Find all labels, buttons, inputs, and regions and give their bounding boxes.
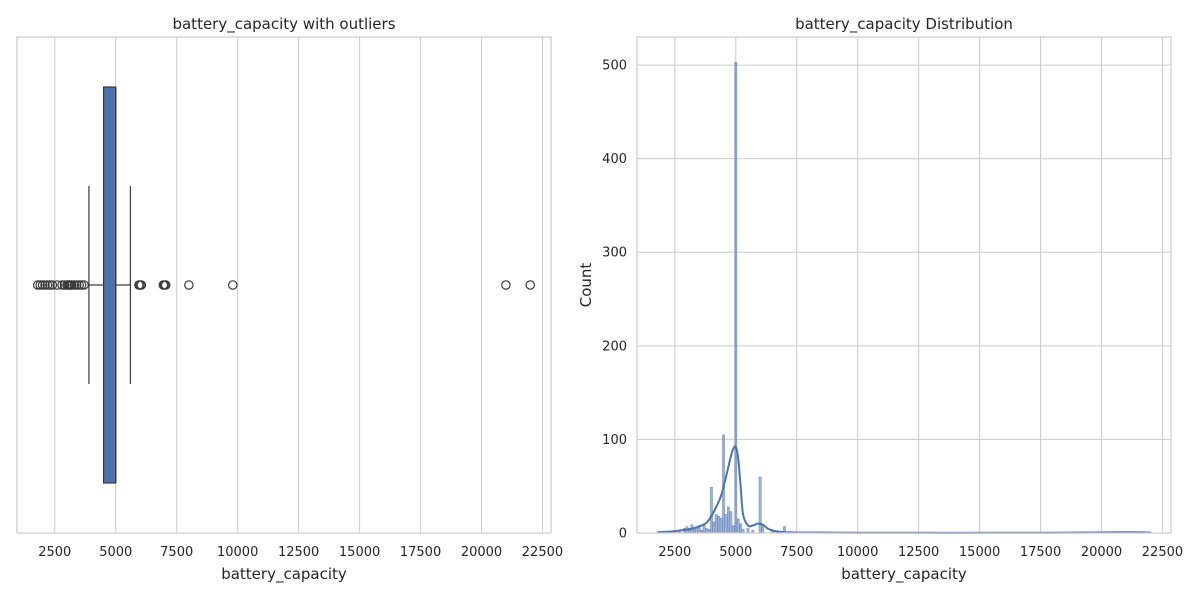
boxplot-panel: 2500 5000 7500 10000 12500 15000 17500 20000 225… xyxy=(16,15,563,584)
histogram-x-tick-label: 22500 xyxy=(1142,545,1183,560)
histogram-x-tick-label: 12500 xyxy=(898,545,939,560)
histogram-bars xyxy=(656,62,1152,534)
boxplot-marks xyxy=(32,86,536,484)
histogram-bar xyxy=(746,528,750,534)
histogram-y-tick-label: 300 xyxy=(602,246,627,261)
histogram-bar xyxy=(736,518,740,534)
histogram-x-tick-label: 17500 xyxy=(1020,545,1061,560)
histogram-bar xyxy=(739,523,743,534)
outlier-point xyxy=(42,280,53,290)
histogram-bar xyxy=(724,514,728,534)
histogram-bar xyxy=(734,62,738,534)
boxplot-x-tick-label: 20000 xyxy=(461,545,502,560)
outlier-point xyxy=(79,280,89,290)
histogram-x-tick-label: 5000 xyxy=(719,545,752,560)
outlier-point xyxy=(184,280,194,290)
outlier-point xyxy=(71,280,82,290)
histogram-x-tick-label: 15000 xyxy=(959,545,1000,560)
boxplot-x-ticks: 2500 5000 7500 10000 12500 15000 17500 20000 225… xyxy=(38,545,563,560)
histogram-x-tick-label: 7500 xyxy=(780,545,813,560)
outlier-point xyxy=(525,280,536,290)
histogram-y-tick-label: 500 xyxy=(602,59,627,74)
histogram-y-tick-label: 0 xyxy=(619,527,627,542)
histogram-y-tick-label: 400 xyxy=(602,152,627,167)
histogram-x-tick-label: 2500 xyxy=(658,545,691,560)
histogram-gridlines xyxy=(637,37,1171,534)
outlier-point xyxy=(35,280,45,290)
outlier-point xyxy=(74,280,84,290)
histogram-bar xyxy=(709,486,713,534)
histogram-x-label: battery_capacity xyxy=(841,565,967,584)
outlier-point xyxy=(67,280,77,290)
boxplot-x-tick-label: 22500 xyxy=(522,545,563,560)
boxplot-title: battery_capacity with outliers xyxy=(172,15,395,34)
boxplot-x-tick-label: 17500 xyxy=(400,545,441,560)
outlier-point xyxy=(32,280,43,290)
boxplot-x-tick-label: 2500 xyxy=(38,545,71,560)
outlier-point xyxy=(227,280,238,290)
histogram-y-label: Count xyxy=(577,263,595,308)
outlier-point xyxy=(37,280,48,290)
histogram-bar xyxy=(726,506,730,534)
outlier-point xyxy=(136,280,147,290)
histogram-title: battery_capacity Distribution xyxy=(795,15,1013,34)
outlier-point xyxy=(69,280,80,290)
histogram-bar xyxy=(729,511,733,534)
outlier-point xyxy=(160,280,171,290)
outlier-point xyxy=(47,280,58,290)
iqr-box xyxy=(102,86,117,484)
boxplot-x-tick-label: 5000 xyxy=(99,545,132,560)
histogram-bar xyxy=(714,514,718,534)
histogram-bar xyxy=(712,521,716,534)
boxplot-x-tick-label: 7500 xyxy=(160,545,193,560)
histogram-x-tick-label: 10000 xyxy=(837,545,878,560)
histogram-y-tick-label: 100 xyxy=(602,433,627,448)
histogram-bar xyxy=(717,515,721,534)
outlier-point xyxy=(59,280,70,290)
histogram-x-ticks: 2500 5000 7500 10000 12500 15000 17500 20000 225… xyxy=(658,545,1183,560)
outlier-point xyxy=(501,280,511,290)
boxplot-x-tick-label: 15000 xyxy=(339,545,380,560)
boxplot-frame xyxy=(16,36,552,534)
outlier-point xyxy=(76,280,87,290)
outlier-point xyxy=(40,280,50,290)
outlier-point xyxy=(52,280,63,290)
histogram-frame xyxy=(636,36,1172,534)
histogram-bar xyxy=(719,517,723,534)
outlier-point xyxy=(45,280,55,290)
histogram-bar xyxy=(761,525,765,534)
boxplot-x-tick-label: 12500 xyxy=(278,545,319,560)
histogram-panel: 2500 5000 7500 10000 12500 15000 17500 20000 225… xyxy=(577,15,1183,584)
histogram-bar xyxy=(705,528,708,534)
histogram-y-tick-label: 200 xyxy=(602,339,627,354)
histogram-y-ticks: 0 100 200 300 400 500 xyxy=(602,59,627,542)
boxplot-x-tick-label: 10000 xyxy=(217,545,258,560)
histogram-bar xyxy=(731,525,735,534)
boxplot-x-label: battery_capacity xyxy=(221,565,347,584)
histogram-x-tick-label: 20000 xyxy=(1081,545,1122,560)
